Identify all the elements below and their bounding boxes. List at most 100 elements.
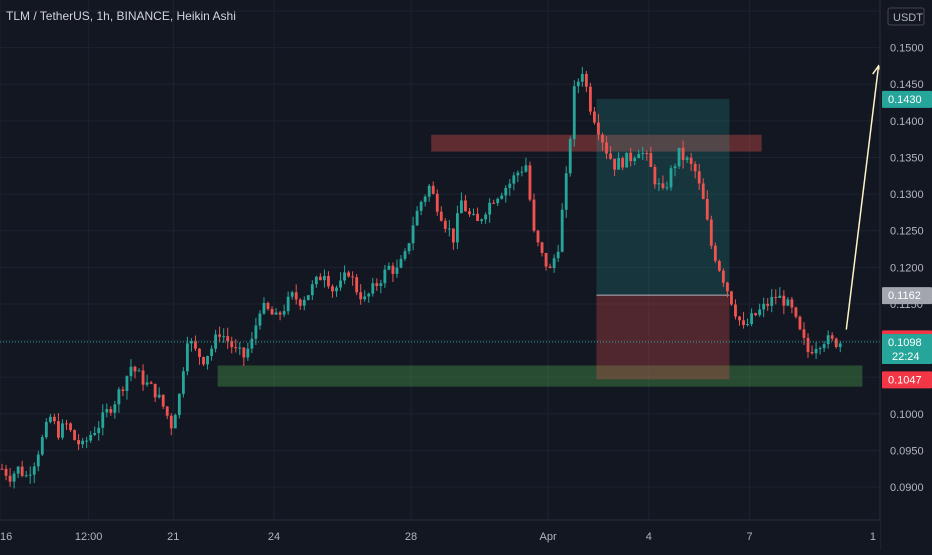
candle-body bbox=[548, 266, 552, 269]
candle-body bbox=[177, 393, 181, 415]
candle-body bbox=[762, 303, 766, 310]
candle-body bbox=[721, 270, 725, 283]
candle-body bbox=[149, 382, 153, 384]
unit-label: USDT bbox=[893, 12, 923, 24]
candle-body bbox=[218, 334, 222, 337]
time-tick-label: 16 bbox=[0, 531, 12, 543]
candle-body bbox=[65, 423, 68, 425]
candle-body bbox=[633, 158, 637, 162]
candle-body bbox=[508, 183, 512, 188]
candle-body bbox=[597, 122, 600, 135]
chart-title: TLM / TetherUS, 1h, BINANCE, Heikin Ashi bbox=[6, 9, 236, 23]
candle-body bbox=[782, 295, 786, 306]
time-tick-label: 12:00 bbox=[75, 531, 103, 543]
candle-body bbox=[323, 275, 326, 281]
candle-body bbox=[415, 210, 419, 226]
candle-body bbox=[580, 73, 584, 82]
candle-body bbox=[226, 336, 230, 342]
candle-body bbox=[754, 313, 758, 316]
candle-body bbox=[113, 404, 117, 413]
candle-body bbox=[693, 163, 697, 172]
candle-body bbox=[568, 139, 572, 174]
candle-body bbox=[198, 348, 201, 358]
candle-body bbox=[625, 152, 629, 168]
candle-body bbox=[125, 376, 129, 392]
candle-body bbox=[649, 153, 653, 167]
candle-body bbox=[206, 355, 209, 365]
candle-body bbox=[564, 173, 568, 210]
candle-body bbox=[347, 272, 351, 277]
candle-body bbox=[105, 409, 109, 413]
candle-body bbox=[520, 171, 524, 173]
time-tick-label: 28 bbox=[405, 531, 417, 543]
candle-body bbox=[834, 338, 838, 347]
candle-body bbox=[77, 440, 80, 445]
candle-body bbox=[677, 147, 681, 167]
candle-body bbox=[556, 251, 560, 259]
candle-body bbox=[89, 434, 93, 441]
candle-body bbox=[137, 370, 141, 372]
price-label-stop bbox=[882, 371, 932, 389]
price-tick-label: 0.0900 bbox=[890, 482, 924, 494]
candle-body bbox=[532, 199, 536, 231]
candle-body bbox=[576, 81, 580, 87]
price-tick-label: 0.0950 bbox=[890, 445, 924, 457]
candle-body bbox=[375, 283, 379, 286]
resistance-zone bbox=[431, 134, 762, 152]
candle-body bbox=[250, 338, 254, 349]
candle-body bbox=[601, 134, 604, 143]
candle-body bbox=[464, 200, 467, 212]
candle-body bbox=[121, 389, 125, 392]
candle-body bbox=[117, 389, 121, 405]
candle-body bbox=[238, 347, 242, 349]
candle-body bbox=[774, 296, 778, 298]
candle-body bbox=[290, 292, 294, 297]
candle-body bbox=[36, 454, 40, 467]
candle-body bbox=[379, 283, 383, 286]
candle-body bbox=[641, 152, 645, 155]
support-zone bbox=[217, 365, 863, 387]
candle-body bbox=[81, 440, 85, 445]
candle-body bbox=[488, 202, 492, 215]
candle-body bbox=[278, 312, 282, 315]
candle-body bbox=[145, 382, 149, 385]
candle-body bbox=[181, 371, 185, 394]
candle-body bbox=[230, 341, 234, 348]
candle-body bbox=[750, 313, 754, 325]
time-tick-label: 24 bbox=[268, 531, 280, 543]
candle-body bbox=[476, 213, 479, 221]
candle-body bbox=[399, 258, 403, 268]
candle-body bbox=[57, 421, 60, 438]
candle-body bbox=[161, 394, 165, 407]
candle-body bbox=[359, 292, 363, 300]
candle-body bbox=[512, 175, 516, 184]
candle-body bbox=[665, 187, 669, 189]
price-label-current bbox=[882, 334, 932, 365]
candle-body bbox=[274, 312, 278, 315]
candle-body bbox=[431, 185, 435, 194]
candle-body bbox=[302, 299, 306, 306]
candle-body bbox=[367, 293, 371, 297]
candle-body bbox=[822, 344, 826, 349]
candle-body bbox=[40, 437, 44, 455]
candle-body bbox=[447, 228, 451, 230]
candle-body bbox=[32, 466, 36, 475]
candle-body bbox=[8, 475, 12, 482]
candle-body bbox=[419, 201, 423, 211]
candle-body bbox=[528, 165, 532, 200]
candle-body bbox=[129, 366, 133, 377]
candle-body bbox=[435, 193, 439, 212]
candle-body bbox=[572, 86, 576, 140]
candle-body bbox=[52, 416, 56, 422]
candle-body bbox=[802, 329, 806, 338]
candle-body bbox=[355, 277, 359, 293]
time-tick-label: Apr bbox=[540, 531, 557, 543]
candle-body bbox=[351, 276, 355, 278]
candle-body bbox=[331, 286, 334, 292]
price-label-tp bbox=[882, 90, 932, 108]
candle-body bbox=[190, 341, 193, 344]
candle-body bbox=[653, 166, 657, 185]
